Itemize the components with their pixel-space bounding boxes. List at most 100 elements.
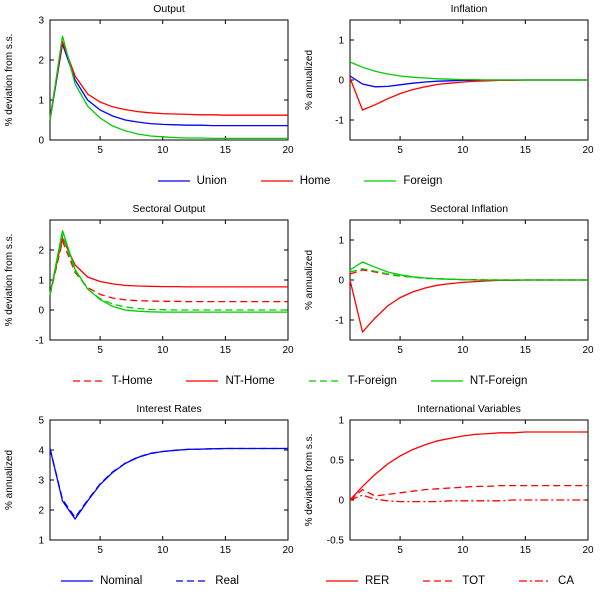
x-tick-label: 15 <box>520 145 532 156</box>
series-line-Nominal <box>49 447 288 521</box>
y-tick-label: 1 <box>38 536 44 547</box>
x-tick-label: 20 <box>582 345 594 356</box>
series-line-NT-Home <box>49 236 288 294</box>
x-tick-label: 20 <box>282 145 294 156</box>
chart-output: 5 10 15 20 0 1 2 3 Output % deviation from s.s. <box>4 3 294 156</box>
x-tick-label: 15 <box>220 545 232 556</box>
legend-line-sample <box>260 180 293 182</box>
y-tick-label: 0 <box>338 276 344 287</box>
x-tick-label: 10 <box>457 545 469 556</box>
legend-item-Real: Real <box>176 575 239 587</box>
series-line-TOT <box>349 484 588 501</box>
x-tick-label: 20 <box>282 545 294 556</box>
legend-label: Nominal <box>100 575 143 587</box>
chart-interest-rates: 5 10 15 20 1 2 3 4 5 Interest Rates % annualized <box>4 403 294 556</box>
legend-item-CA: CA <box>519 575 574 587</box>
legend-item-Foreign: Foreign <box>364 175 442 187</box>
legend-label: TOT <box>462 575 486 587</box>
legend-line-sample <box>430 380 463 382</box>
x-tick-label: 20 <box>582 145 594 156</box>
legend-label: NT-Foreign <box>469 375 528 387</box>
x-tick-label: 20 <box>282 345 294 356</box>
series-line-RER <box>349 431 588 501</box>
legend-row-2: T-Home NT-Home T-Foreign NT-Foreign <box>0 362 600 400</box>
series-line-Foreign <box>49 35 288 140</box>
legend-label: RER <box>364 575 390 587</box>
legend-item-RER: RER <box>325 575 390 587</box>
legend-line-sample <box>423 580 456 582</box>
chart-title: Output <box>153 3 185 15</box>
series-line-CA <box>349 494 588 503</box>
y-tick-label: 1 <box>38 96 44 107</box>
legend-line-sample <box>72 380 105 382</box>
x-tick-label: 10 <box>457 145 469 156</box>
y-tick-label: 1 <box>338 36 344 47</box>
chart-title: Inflation <box>451 3 488 15</box>
legend-line-sample <box>61 580 94 582</box>
x-tick-label: 10 <box>157 545 169 556</box>
chart-row-2: 5 10 15 20 -1 0 1 2 Sectoral Output % deviation f… <box>0 200 600 362</box>
series-line-NT-Foreign <box>49 230 288 313</box>
x-tick-label: 10 <box>157 345 169 356</box>
y-tick-label: -1 <box>35 336 44 347</box>
y-axis-label: % deviation from s.s. <box>304 434 315 527</box>
y-tick-label: 0 <box>338 496 344 507</box>
x-tick-label: 5 <box>397 545 403 556</box>
legend-item-TOT: TOT <box>423 575 485 587</box>
y-axis-label: % annualized <box>304 250 315 310</box>
chart-row-3: 5 10 15 20 1 2 3 4 5 Interest Rates% annualized 5… <box>0 400 600 562</box>
y-tick-label: 4 <box>38 446 44 457</box>
y-tick-label: 2 <box>38 246 44 257</box>
y-axis-label: % annualized <box>4 450 15 510</box>
series-line-NT-Foreign <box>349 261 588 281</box>
y-tick-label: 3 <box>38 476 44 487</box>
legend-label: Real <box>215 575 239 587</box>
legend-sectoral: T-Home NT-Home T-Foreign NT-Foreign <box>72 375 528 387</box>
legend-line-sample <box>186 380 219 382</box>
axes-box <box>49 19 289 141</box>
legend-line-sample <box>519 580 552 582</box>
chart-sectoral-output: 5 10 15 20 -1 0 1 2 Sectoral Output % deviation f… <box>4 203 294 356</box>
series-line-Home <box>349 77 588 111</box>
legend-line-sample <box>325 580 358 582</box>
chart-title: Sectoral Inflation <box>430 203 508 215</box>
x-tick-label: 5 <box>97 345 103 356</box>
chart-row-1: 5 10 15 20 0 1 2 3 Output% deviation from s.s. 5… <box>0 0 600 162</box>
y-tick-label: 2 <box>38 56 44 67</box>
axes-box <box>49 219 289 341</box>
series-line-Union <box>49 43 288 127</box>
series-line-T-Foreign <box>49 232 288 311</box>
legend-output-inflation: Union Home Foreign <box>157 175 442 187</box>
legend-label: Union <box>196 175 227 187</box>
y-tick-label: -1 <box>335 316 344 327</box>
y-tick-label: 1 <box>338 236 344 247</box>
y-axis-label: % deviation from s.s. <box>4 34 15 127</box>
series-line-Home <box>49 39 288 119</box>
legend-line-sample <box>176 580 209 582</box>
y-tick-label: 1 <box>338 416 344 427</box>
series-line-NT-Home <box>349 279 588 334</box>
x-tick-label: 5 <box>397 145 403 156</box>
chart-title: Interest Rates <box>136 403 201 415</box>
y-axis-label: % deviation from s.s. <box>4 234 15 327</box>
legend-international: RER TOT CA <box>300 575 600 587</box>
legend-row-1: Union Home Foreign <box>0 162 600 200</box>
y-tick-label: -1 <box>335 116 344 127</box>
y-tick-label: 5 <box>38 416 44 427</box>
legend-item-T-Foreign: T-Foreign <box>308 375 397 387</box>
legend-item-T-Home: T-Home <box>72 375 152 387</box>
x-tick-label: 15 <box>520 345 532 356</box>
x-tick-label: 10 <box>457 345 469 356</box>
chart-title: International Variables <box>417 403 521 415</box>
legend-label: NT-Home <box>225 375 275 387</box>
series-line-Foreign <box>349 61 588 81</box>
legend-line-sample <box>157 180 190 182</box>
chart-international-variables: 5 10 15 20 -0.5 0 0.5 1 International Variables%… <box>304 403 594 556</box>
legend-label: Home <box>299 175 331 187</box>
chart-title: Sectoral Output <box>133 203 206 215</box>
legend-item-Home: Home <box>260 175 331 187</box>
x-tick-label: 5 <box>97 545 103 556</box>
y-tick-label: 0.5 <box>330 456 344 467</box>
x-tick-label: 20 <box>582 545 594 556</box>
